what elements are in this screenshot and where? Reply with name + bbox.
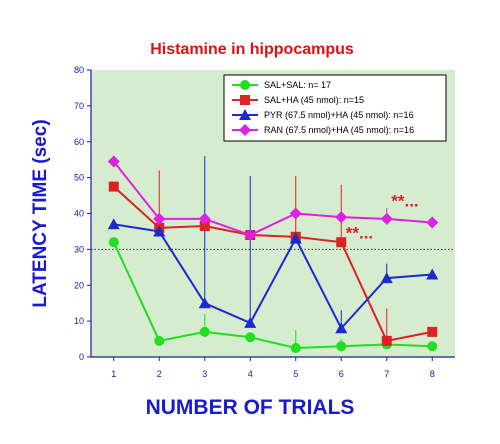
data-point: [380, 212, 393, 225]
data-point: [199, 221, 210, 232]
x-tick-label: 1: [111, 369, 116, 379]
data-point: [336, 341, 347, 352]
significance-annotation: **...: [346, 224, 373, 243]
y-tick-label: 60: [74, 137, 84, 147]
data-point: [427, 326, 438, 337]
y-tick-label: 40: [74, 209, 84, 219]
legend-entry: PYR (67.5 nmol)+HA (45 nmol): n=16: [264, 110, 414, 120]
y-tick-label: 50: [74, 173, 84, 183]
data-point: [426, 216, 439, 229]
data-point: [107, 218, 120, 230]
y-axis-label: LATENCY TIME (sec): [30, 119, 51, 307]
data-point: [244, 229, 257, 242]
data-point: [290, 343, 301, 354]
data-point: [381, 335, 392, 346]
y-tick-label: 10: [74, 316, 84, 326]
data-point: [244, 316, 257, 328]
x-tick-label: 4: [248, 369, 253, 379]
chart-title: Histamine in hippocampus: [150, 41, 354, 58]
data-point: [289, 232, 302, 244]
data-point: [153, 225, 166, 237]
data-point: [107, 155, 120, 168]
data-point: [426, 268, 439, 280]
data-point: [108, 237, 119, 248]
data-point: [289, 207, 302, 220]
series-line-4: [112, 160, 433, 237]
data-point: [336, 237, 347, 248]
x-tick-label: 5: [293, 369, 298, 379]
y-tick-label: 70: [74, 101, 84, 111]
y-tick-label: 20: [74, 280, 84, 290]
x-tick-label: 2: [157, 369, 162, 379]
series-line-1: [112, 241, 433, 350]
legend-entry: SAL+SAL: n= 17: [264, 80, 331, 90]
data-point: [199, 326, 210, 337]
data-point: [154, 335, 165, 346]
data-point: [198, 212, 211, 225]
y-tick-label: 30: [74, 244, 84, 254]
y-tick-label: 80: [74, 65, 84, 75]
legend-marker: [239, 124, 251, 136]
legend-marker: [240, 95, 250, 105]
data-point: [245, 332, 256, 343]
data-point: [335, 322, 348, 334]
legend-entry: SAL+HA (45 nmol): n=15: [264, 95, 364, 105]
series-line-3: [113, 223, 433, 331]
x-tick-label: 8: [430, 369, 435, 379]
data-point: [153, 212, 166, 225]
y-tick-label: 0: [79, 352, 84, 362]
legend-entry: RAN (67.5 nmol)+HA (45 nmol): n=16: [264, 125, 414, 135]
x-axis-label: NUMBER OF TRIALS: [146, 396, 355, 419]
x-tick-label: 7: [384, 369, 389, 379]
legend-marker: [240, 80, 250, 90]
significance-annotation: **...: [391, 191, 418, 210]
x-tick-label: 3: [202, 369, 207, 379]
x-tick-label: 6: [339, 369, 344, 379]
legend-marker: [239, 109, 251, 120]
series-line-2: [113, 185, 433, 342]
data-point: [335, 211, 348, 224]
legend: [223, 74, 447, 142]
data-point: [380, 272, 393, 284]
data-point: [427, 341, 438, 352]
data-point: [198, 297, 211, 309]
data-point: [108, 181, 119, 192]
